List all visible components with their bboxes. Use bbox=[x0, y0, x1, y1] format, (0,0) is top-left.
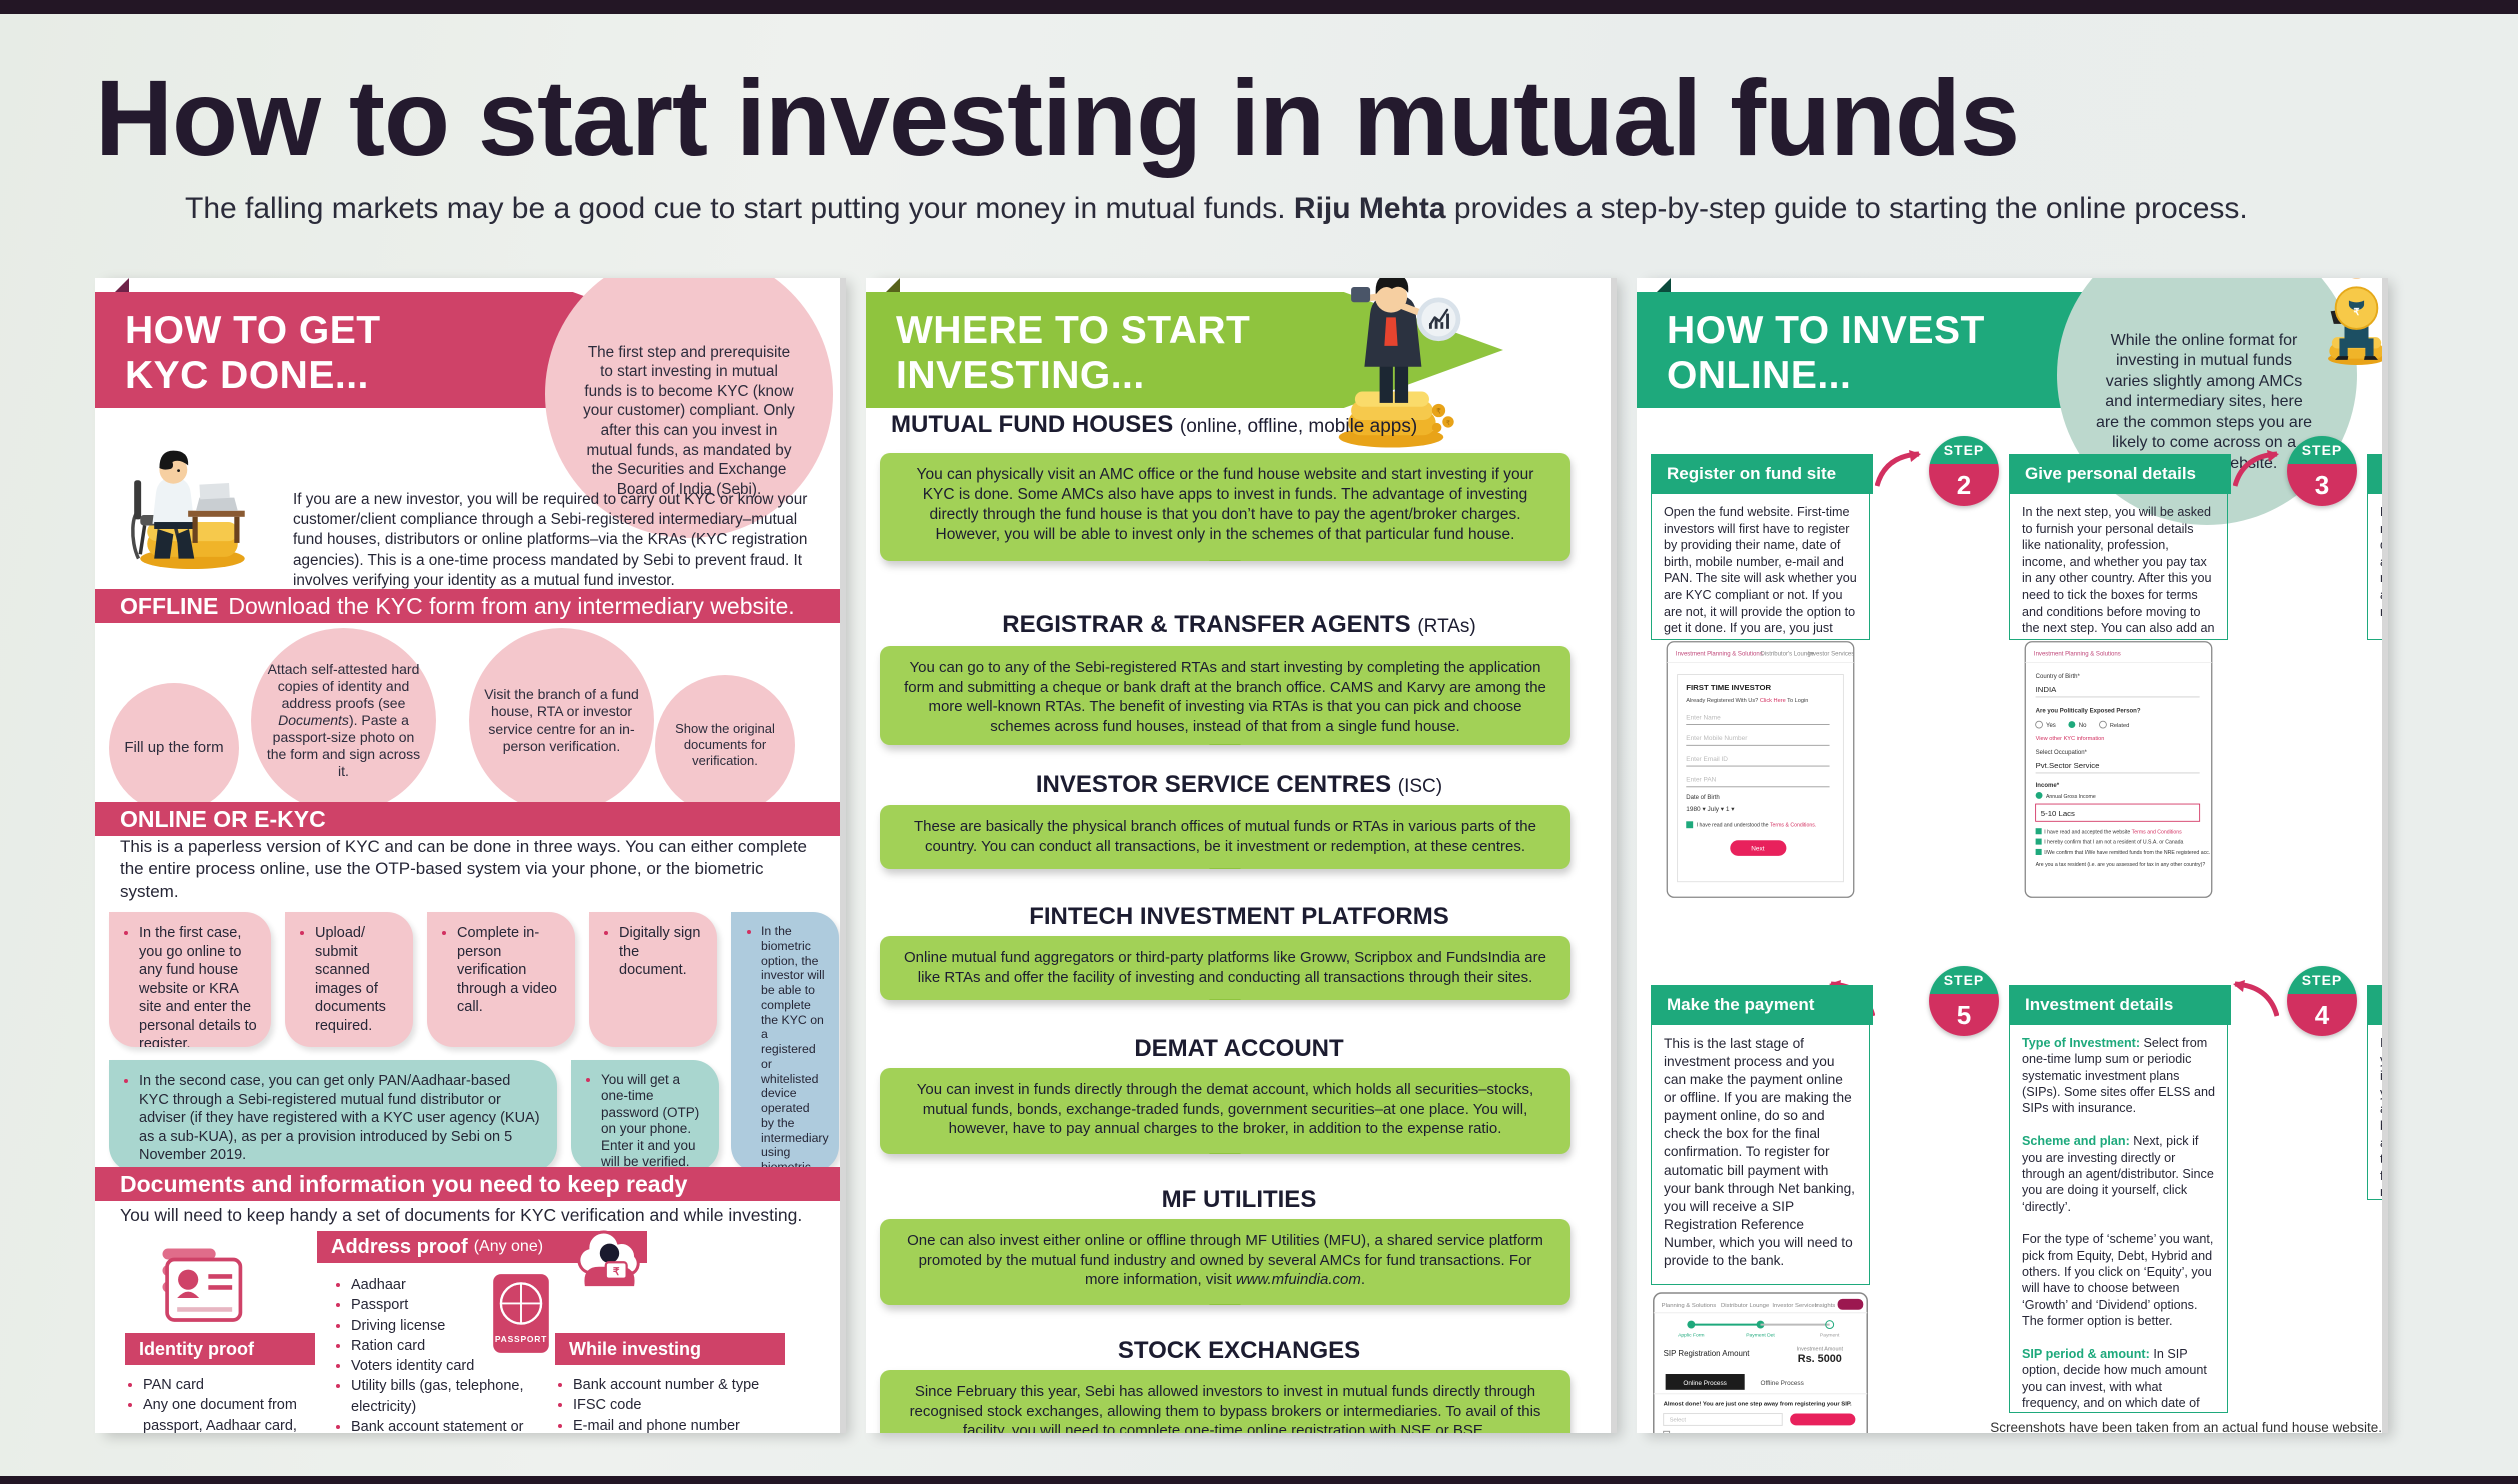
svg-text:Related: Related bbox=[2110, 723, 2129, 729]
svg-text:Applic Form: Applic Form bbox=[1678, 1332, 1704, 1338]
svg-text:Payment: Payment bbox=[1820, 1332, 1840, 1338]
svg-text:₹: ₹ bbox=[613, 1267, 620, 1278]
svg-text:5-10 Lacs: 5-10 Lacs bbox=[2041, 809, 2075, 818]
svg-text:SIP Registration Amount: SIP Registration Amount bbox=[1664, 1349, 1751, 1358]
svg-text:Online Process: Online Process bbox=[1683, 1380, 1726, 1387]
svg-text:View other KYC information: View other KYC information bbox=[2036, 736, 2105, 742]
svg-text:Enter PAN: Enter PAN bbox=[1686, 777, 1716, 784]
svg-text:I have read and accepted the w: I have read and accepted the website Ter… bbox=[2044, 829, 2182, 835]
svg-text:Date of Birth: Date of Birth bbox=[1686, 795, 1720, 801]
svg-text:₹: ₹ bbox=[2353, 307, 2359, 318]
svg-text:Pvt.Sector Service: Pvt.Sector Service bbox=[2036, 761, 2100, 770]
svg-text:I hereby confirm that I am not: I hereby confirm that I am not a residen… bbox=[2044, 840, 2183, 846]
svg-text:Annual Gross Income: Annual Gross Income bbox=[2046, 794, 2096, 800]
svg-text:Insights: Insights bbox=[1815, 1303, 1835, 1309]
svg-text:Payment Det: Payment Det bbox=[1746, 1332, 1775, 1338]
svg-text:Already Registered With Us? Cl: Already Registered With Us? Click Here T… bbox=[1686, 698, 1808, 704]
svg-text:Income*: Income* bbox=[2036, 783, 2060, 789]
svg-text:Investment Planning & Solution: Investment Planning & Solutions bbox=[2034, 652, 2121, 658]
svg-text:Investment Planning & Solution: Investment Planning & Solutions bbox=[1676, 652, 1763, 658]
svg-text:Yes: Yes bbox=[2046, 723, 2056, 729]
svg-text:FIRST TIME INVESTOR: FIRST TIME INVESTOR bbox=[1686, 683, 1771, 692]
svg-text:Investor Services: Investor Services bbox=[1808, 652, 1854, 658]
svg-text:Are you a tax resident (i.e. a: Are you a tax resident (i.e. are you ass… bbox=[2036, 862, 2206, 868]
svg-text:Enter Name: Enter Name bbox=[1686, 714, 1721, 721]
svg-text:Investment Amount: Investment Amount bbox=[1797, 1346, 1844, 1352]
svg-text:Distributor's Lounge: Distributor's Lounge bbox=[1761, 652, 1815, 658]
svg-text:INDIA: INDIA bbox=[2036, 685, 2058, 694]
svg-text:PASSPORT: PASSPORT bbox=[495, 1334, 547, 1344]
svg-text:I/We confirm that I/We have re: I/We confirm that I/We have remitted fun… bbox=[2044, 850, 2210, 856]
svg-text:Rs. 5000: Rs. 5000 bbox=[1798, 1353, 1842, 1365]
svg-text:Planning & Solutions: Planning & Solutions bbox=[1662, 1303, 1717, 1309]
svg-text:Select Occupation*: Select Occupation* bbox=[2036, 750, 2088, 756]
svg-text:Enter Mobile Number: Enter Mobile Number bbox=[1686, 735, 1748, 742]
svg-text:Investor Services: Investor Services bbox=[1772, 1303, 1817, 1309]
svg-text:I have read and understood the: I have read and understood the Terms & C… bbox=[1697, 822, 1817, 828]
svg-text:Almost done! You are just one: Almost done! You are just one step away … bbox=[1664, 1402, 1852, 1408]
svg-text:Are you Politically Exposed Pe: Are you Politically Exposed Person? bbox=[2036, 709, 2141, 715]
svg-text:Country of Birth*: Country of Birth* bbox=[2036, 674, 2081, 680]
svg-text:Offline Process: Offline Process bbox=[1761, 1380, 1804, 1387]
svg-text:1980 ▾ July ▾ 1 ▾: 1980 ▾ July ▾ 1 ▾ bbox=[1686, 806, 1734, 813]
svg-text:Enter Email ID: Enter Email ID bbox=[1686, 756, 1728, 763]
svg-text:No: No bbox=[2079, 723, 2087, 729]
svg-text:Next: Next bbox=[1751, 846, 1765, 853]
svg-text:Distributor Lounge: Distributor Lounge bbox=[1721, 1303, 1770, 1309]
